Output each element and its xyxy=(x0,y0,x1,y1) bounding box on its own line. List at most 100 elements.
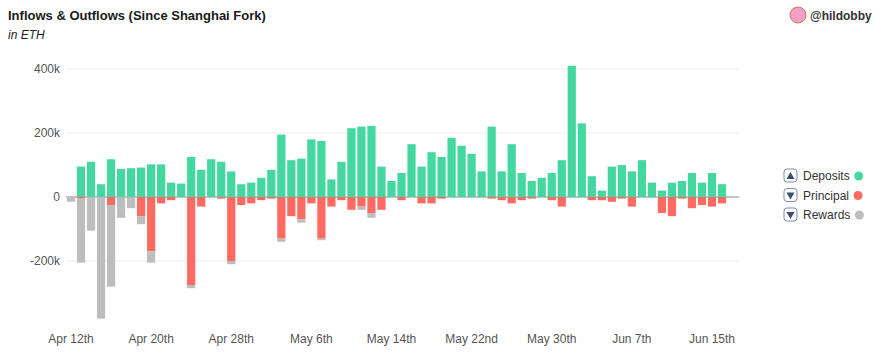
bar xyxy=(688,173,696,174)
bar xyxy=(568,66,576,197)
bar xyxy=(478,171,486,197)
bar xyxy=(237,197,245,205)
bar xyxy=(417,166,425,167)
x-tick-label: Apr 20th xyxy=(128,332,173,346)
bar xyxy=(247,197,255,203)
grid-line xyxy=(66,133,739,134)
bar xyxy=(97,184,105,197)
bar xyxy=(307,139,315,197)
bar xyxy=(97,184,105,185)
bar xyxy=(618,165,626,197)
bar xyxy=(658,197,666,213)
bar xyxy=(67,197,75,202)
bar xyxy=(147,164,155,197)
bar xyxy=(588,176,596,197)
bar xyxy=(97,197,105,319)
bar xyxy=(227,171,235,197)
subtitle: in ETH xyxy=(8,28,45,42)
bar xyxy=(167,183,175,197)
bar xyxy=(367,197,375,213)
bar xyxy=(508,197,516,203)
bar xyxy=(468,153,476,154)
bar xyxy=(107,159,115,197)
bar xyxy=(447,137,455,138)
bar xyxy=(177,184,185,197)
y-tick-label: -200k xyxy=(30,254,61,268)
bar xyxy=(568,65,576,66)
x-tick-label: May 14th xyxy=(367,332,416,346)
bar xyxy=(588,176,596,177)
bar xyxy=(488,127,496,197)
bar xyxy=(77,167,85,197)
bar xyxy=(117,169,125,197)
bar xyxy=(688,173,696,197)
bar xyxy=(447,137,455,138)
bar xyxy=(357,207,365,210)
bar xyxy=(227,261,235,264)
bar xyxy=(267,170,275,197)
legend-swatch xyxy=(855,211,864,220)
bar xyxy=(427,152,435,197)
bar xyxy=(578,123,586,124)
bar xyxy=(127,168,135,169)
bar xyxy=(297,219,305,222)
bar xyxy=(528,197,536,199)
bar xyxy=(518,173,526,174)
bar xyxy=(598,197,606,200)
bar xyxy=(678,181,686,182)
bar xyxy=(538,177,546,178)
bar xyxy=(558,160,566,161)
bar xyxy=(407,144,415,145)
bar xyxy=(337,161,345,162)
bar xyxy=(367,126,375,197)
legend-swatch xyxy=(854,191,863,200)
bar xyxy=(187,285,195,288)
bar xyxy=(117,168,125,169)
bar xyxy=(548,173,556,197)
bar xyxy=(498,171,506,197)
x-tick-label: Jun 7th xyxy=(612,332,651,346)
grid-line xyxy=(66,69,739,70)
bar xyxy=(608,166,616,167)
bar xyxy=(558,160,566,197)
bar xyxy=(508,144,516,197)
bar xyxy=(247,183,255,197)
bar xyxy=(578,123,586,124)
bar xyxy=(227,197,235,261)
bar xyxy=(397,173,405,197)
bar xyxy=(648,183,656,197)
bar xyxy=(668,197,676,216)
bar xyxy=(407,144,415,145)
bar xyxy=(327,197,335,207)
bar xyxy=(387,181,395,197)
title: Inflows & Outflows (Since Shanghai Fork) xyxy=(8,8,266,23)
bar xyxy=(488,197,496,199)
bar xyxy=(478,171,486,172)
x-tick-label: Apr 28th xyxy=(209,332,254,346)
bar xyxy=(287,197,295,216)
bar xyxy=(267,197,275,199)
bar xyxy=(708,197,716,207)
bar xyxy=(217,197,225,199)
bar xyxy=(638,160,646,161)
bar xyxy=(417,167,425,197)
bar xyxy=(618,165,626,166)
bars xyxy=(67,66,726,319)
bar xyxy=(518,173,526,197)
bar xyxy=(257,177,265,178)
bar xyxy=(528,181,536,197)
legend-label: Principal xyxy=(803,189,849,203)
bar xyxy=(538,178,546,197)
bar xyxy=(157,164,165,165)
bar xyxy=(327,179,335,180)
bar xyxy=(127,168,135,197)
legend-icon-box xyxy=(784,189,797,202)
legend-arrow xyxy=(787,172,795,179)
x-tick-label: May 22nd xyxy=(445,332,498,346)
bar xyxy=(117,197,125,218)
bar xyxy=(688,197,696,208)
bar xyxy=(568,65,576,66)
bar xyxy=(187,157,195,197)
bar xyxy=(578,123,586,197)
bar xyxy=(267,169,275,170)
